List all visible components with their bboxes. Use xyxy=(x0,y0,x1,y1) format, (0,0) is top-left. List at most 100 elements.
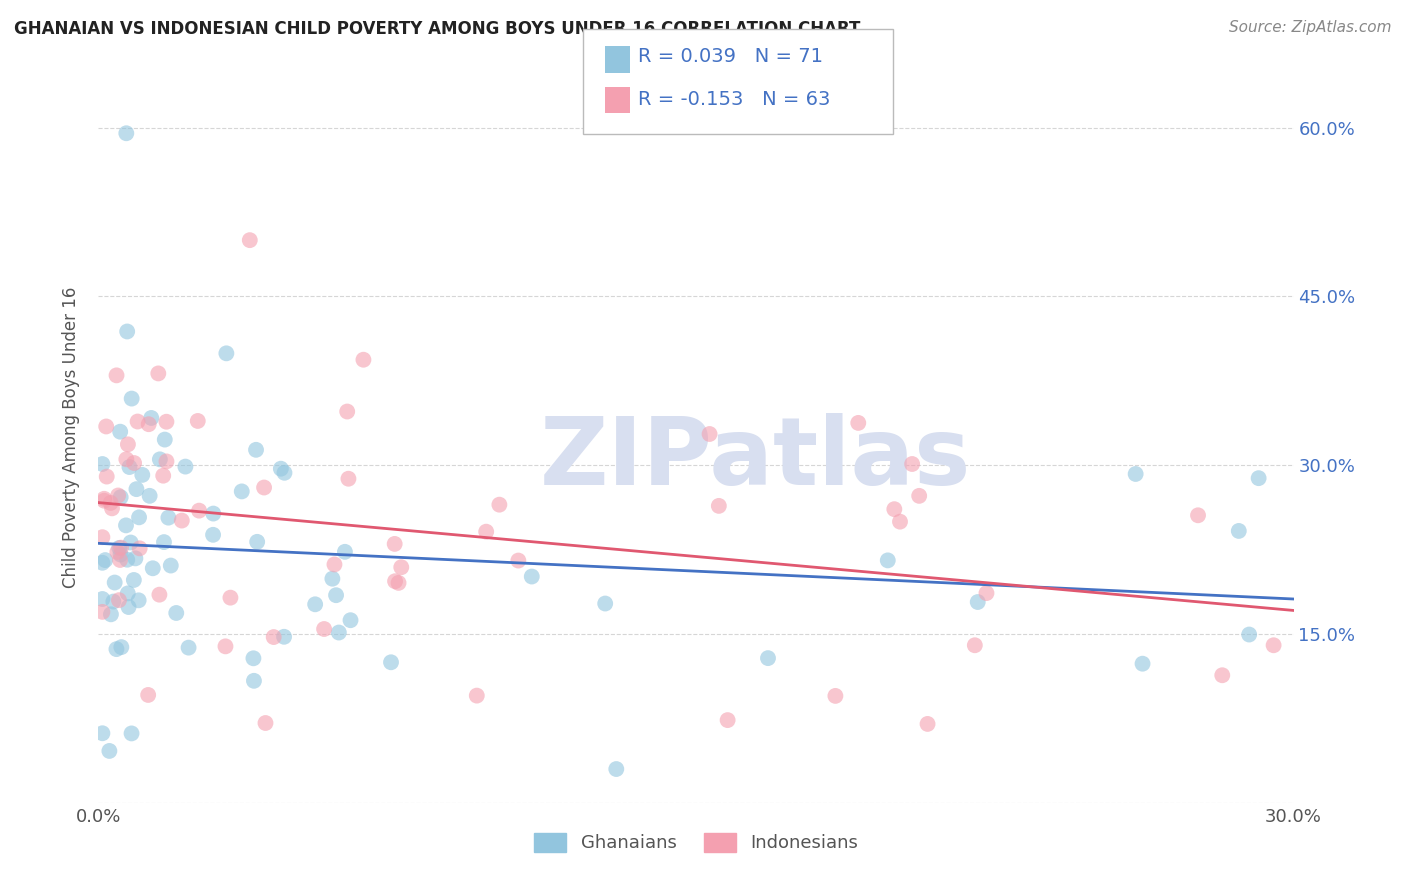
Point xyxy=(177,640,200,655)
Point xyxy=(475,524,498,539)
Point xyxy=(138,417,160,432)
Point xyxy=(253,481,276,495)
Point xyxy=(1132,657,1154,671)
Point xyxy=(1211,668,1233,682)
Point xyxy=(96,419,118,434)
Point xyxy=(231,484,253,499)
Point xyxy=(118,460,141,475)
Point xyxy=(593,597,616,611)
Point xyxy=(389,560,412,574)
Point xyxy=(117,552,139,566)
Point xyxy=(824,689,846,703)
Point xyxy=(756,651,779,665)
Point xyxy=(149,452,172,467)
Point xyxy=(328,625,350,640)
Point xyxy=(170,514,193,528)
Point xyxy=(155,454,177,468)
Point xyxy=(1227,524,1250,538)
Point xyxy=(91,530,114,544)
Text: R = -0.153   N = 63: R = -0.153 N = 63 xyxy=(638,90,831,110)
Point xyxy=(96,469,118,483)
Point xyxy=(91,726,114,740)
Point xyxy=(120,535,142,549)
Point xyxy=(1263,638,1285,652)
Point xyxy=(157,510,180,524)
Point xyxy=(91,605,114,619)
Point xyxy=(263,630,285,644)
Legend: Ghanaians, Indonesians: Ghanaians, Indonesians xyxy=(526,826,866,860)
Point xyxy=(976,586,998,600)
Point xyxy=(323,558,346,572)
Point xyxy=(1125,467,1147,481)
Point xyxy=(520,569,543,583)
Point xyxy=(115,126,138,140)
Point xyxy=(159,558,181,573)
Point xyxy=(188,503,211,517)
Point xyxy=(384,537,406,551)
Point xyxy=(273,630,295,644)
Point xyxy=(174,459,197,474)
Point xyxy=(246,534,269,549)
Text: R = 0.039   N = 71: R = 0.039 N = 71 xyxy=(638,46,824,66)
Point xyxy=(122,573,145,587)
Point xyxy=(187,414,209,428)
Point xyxy=(93,493,115,508)
Point xyxy=(103,594,125,608)
Text: Source: ZipAtlas.com: Source: ZipAtlas.com xyxy=(1229,20,1392,35)
Point xyxy=(91,556,114,570)
Point xyxy=(125,482,148,496)
Point xyxy=(337,472,360,486)
Point xyxy=(138,489,160,503)
Point xyxy=(105,545,128,559)
Point xyxy=(108,541,131,555)
Point xyxy=(117,586,139,600)
Point xyxy=(100,496,122,510)
Point xyxy=(108,425,131,439)
Point xyxy=(339,613,361,627)
Point xyxy=(202,507,225,521)
Point xyxy=(707,499,730,513)
Point xyxy=(889,515,911,529)
Point xyxy=(105,368,128,383)
Point xyxy=(142,561,165,575)
Point xyxy=(152,468,174,483)
Point xyxy=(107,488,129,502)
Point xyxy=(465,689,488,703)
Point xyxy=(488,498,510,512)
Point xyxy=(336,404,359,418)
Point xyxy=(122,456,145,470)
Point xyxy=(239,233,262,247)
Point xyxy=(333,545,356,559)
Point xyxy=(883,502,905,516)
Point xyxy=(124,551,146,566)
Point xyxy=(605,762,627,776)
Point xyxy=(101,501,124,516)
Point xyxy=(131,467,153,482)
Point xyxy=(215,346,238,360)
Point xyxy=(115,452,138,467)
Point xyxy=(243,673,266,688)
Point xyxy=(314,622,336,636)
Point xyxy=(846,416,869,430)
Point xyxy=(121,392,143,406)
Point xyxy=(127,415,149,429)
Point xyxy=(128,541,150,556)
Point xyxy=(963,638,986,652)
Point xyxy=(105,642,128,657)
Point xyxy=(254,716,277,731)
Y-axis label: Child Poverty Among Boys Under 16: Child Poverty Among Boys Under 16 xyxy=(62,286,80,588)
Point xyxy=(98,744,121,758)
Point xyxy=(153,535,176,549)
Point xyxy=(108,593,131,607)
Point xyxy=(153,433,176,447)
Point xyxy=(384,574,406,589)
Point xyxy=(380,655,402,669)
Point xyxy=(325,588,347,602)
Point xyxy=(508,553,530,567)
Point xyxy=(1237,627,1260,641)
Point xyxy=(136,688,159,702)
Point xyxy=(219,591,242,605)
Point xyxy=(115,325,138,339)
Point xyxy=(100,607,122,622)
Point xyxy=(117,437,139,451)
